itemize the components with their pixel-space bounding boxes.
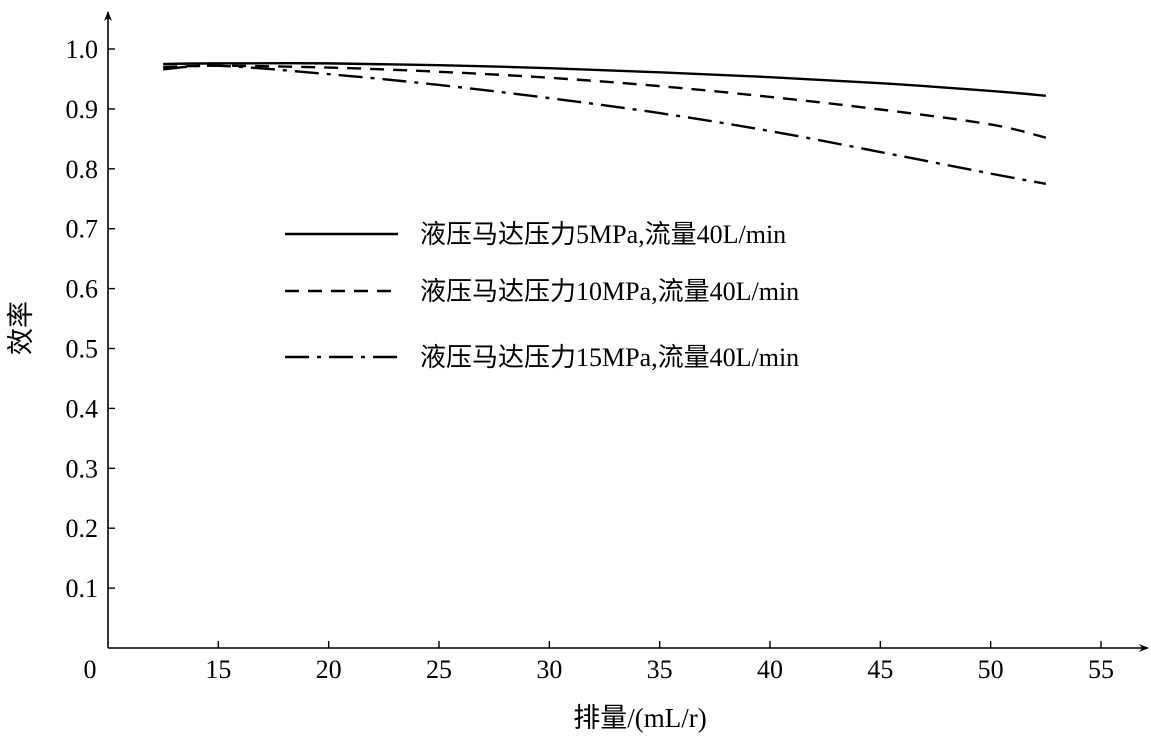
y-tick-label: 0.1 [66,574,99,603]
x-tick-label: 50 [978,655,1004,684]
x-tick-label: 15 [205,655,231,684]
y-tick-label: 0.8 [66,155,99,184]
y-axis-title: 效率 [6,301,36,355]
legend: 液压马达压力5MPa,流量40L/min 液压马达压力10MPa,流量40L/mi… [285,220,799,372]
origin-label: 0 [84,655,97,684]
series-line-1 [163,62,1046,97]
y-tick-label: 0.4 [66,394,99,423]
y-tick-label: 0.7 [66,215,99,244]
x-tick-label: 20 [316,655,342,684]
y-tick-label: 0.9 [66,95,99,124]
y-tick-label: 0.5 [66,335,99,364]
axes [104,11,1149,652]
legend-label-2: 液压马达压力10MPa,流量40L/min [420,277,799,306]
y-tick-label: 0.2 [66,514,99,543]
legend-label-1: 液压马达压力5MPa,流量40L/min [420,220,786,249]
x-tick-label: 55 [1088,655,1114,684]
series-lines [163,62,1047,185]
y-tick-label: 0.3 [66,454,99,483]
series-line-2 [163,64,1047,139]
y-tick-label: 0.6 [66,275,99,304]
x-tick-label: 25 [426,655,452,684]
x-tick-label: 35 [647,655,673,684]
y-tick-label: 1.0 [66,35,99,64]
legend-label-3: 液压马达压力15MPa,流量40L/min [420,343,799,372]
x-tick-label: 45 [867,655,893,684]
y-axis-ticks: 0.1 0.2 0.3 0.4 0.5 0.6 0.7 0.8 0.9 1.0 [66,35,115,603]
x-tick-label: 30 [536,655,562,684]
series-line-3 [163,64,1047,185]
x-axis-title: 排量/(mL/r) [573,703,706,733]
x-axis-ticks: 15 20 25 30 35 40 45 50 55 [205,641,1114,684]
x-tick-label: 40 [757,655,783,684]
